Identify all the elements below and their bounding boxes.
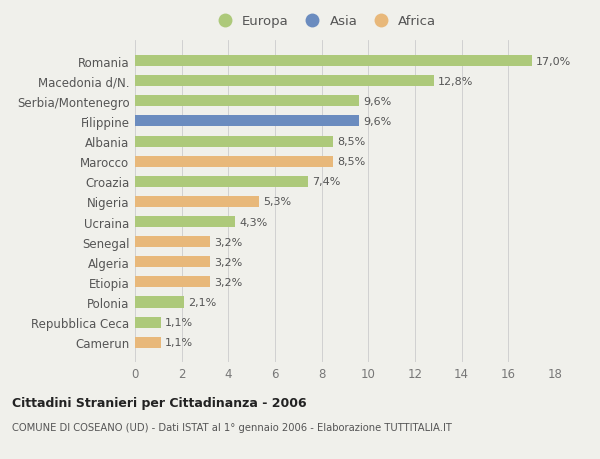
Bar (135, 116, 359, 127)
Bar (135, 236, 209, 248)
Bar (135, 297, 184, 308)
Text: COMUNE DI COSEANO (UD) - Dati ISTAT al 1° gennaio 2006 - Elaborazione TUTTITALIA: COMUNE DI COSEANO (UD) - Dati ISTAT al 1… (12, 423, 452, 432)
Bar (135, 217, 235, 228)
Bar (135, 337, 161, 348)
Text: 12,8%: 12,8% (438, 77, 473, 86)
Text: 8,5%: 8,5% (338, 157, 366, 167)
Text: 9,6%: 9,6% (363, 96, 391, 106)
Text: Cittadini Stranieri per Cittadinanza - 2006: Cittadini Stranieri per Cittadinanza - 2… (12, 396, 307, 409)
Text: 8,5%: 8,5% (338, 137, 366, 147)
Bar (135, 156, 334, 168)
Text: 4,3%: 4,3% (239, 217, 268, 227)
Text: 3,2%: 3,2% (214, 277, 242, 287)
Text: 7,4%: 7,4% (312, 177, 340, 187)
Text: 3,2%: 3,2% (214, 257, 242, 267)
Text: 9,6%: 9,6% (363, 117, 391, 127)
Text: 1,1%: 1,1% (165, 318, 193, 327)
Bar (135, 136, 334, 147)
Text: 1,1%: 1,1% (165, 337, 193, 347)
Bar (135, 317, 161, 328)
Text: 5,3%: 5,3% (263, 197, 291, 207)
Text: 17,0%: 17,0% (536, 56, 571, 67)
Bar (135, 257, 209, 268)
Legend: Europa, Asia, Africa: Europa, Asia, Africa (212, 15, 436, 28)
Bar (135, 96, 359, 107)
Text: 2,1%: 2,1% (188, 297, 217, 308)
Bar (135, 76, 434, 87)
Bar (135, 56, 532, 67)
Text: 3,2%: 3,2% (214, 237, 242, 247)
Bar (135, 196, 259, 207)
Bar (135, 277, 209, 288)
Bar (135, 176, 308, 187)
